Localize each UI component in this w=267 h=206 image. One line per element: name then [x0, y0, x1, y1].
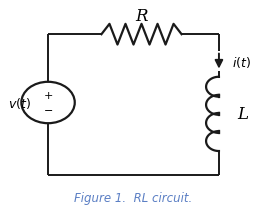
Text: Figure 1.  RL circuit.: Figure 1. RL circuit.: [74, 191, 193, 204]
Text: L: L: [237, 106, 249, 123]
Text: R: R: [135, 8, 148, 25]
Text: −: −: [43, 105, 53, 115]
Text: +: +: [43, 91, 53, 101]
Text: $i(t)$: $i(t)$: [232, 54, 251, 69]
Text: $v(t)$: $v(t)$: [8, 96, 31, 110]
